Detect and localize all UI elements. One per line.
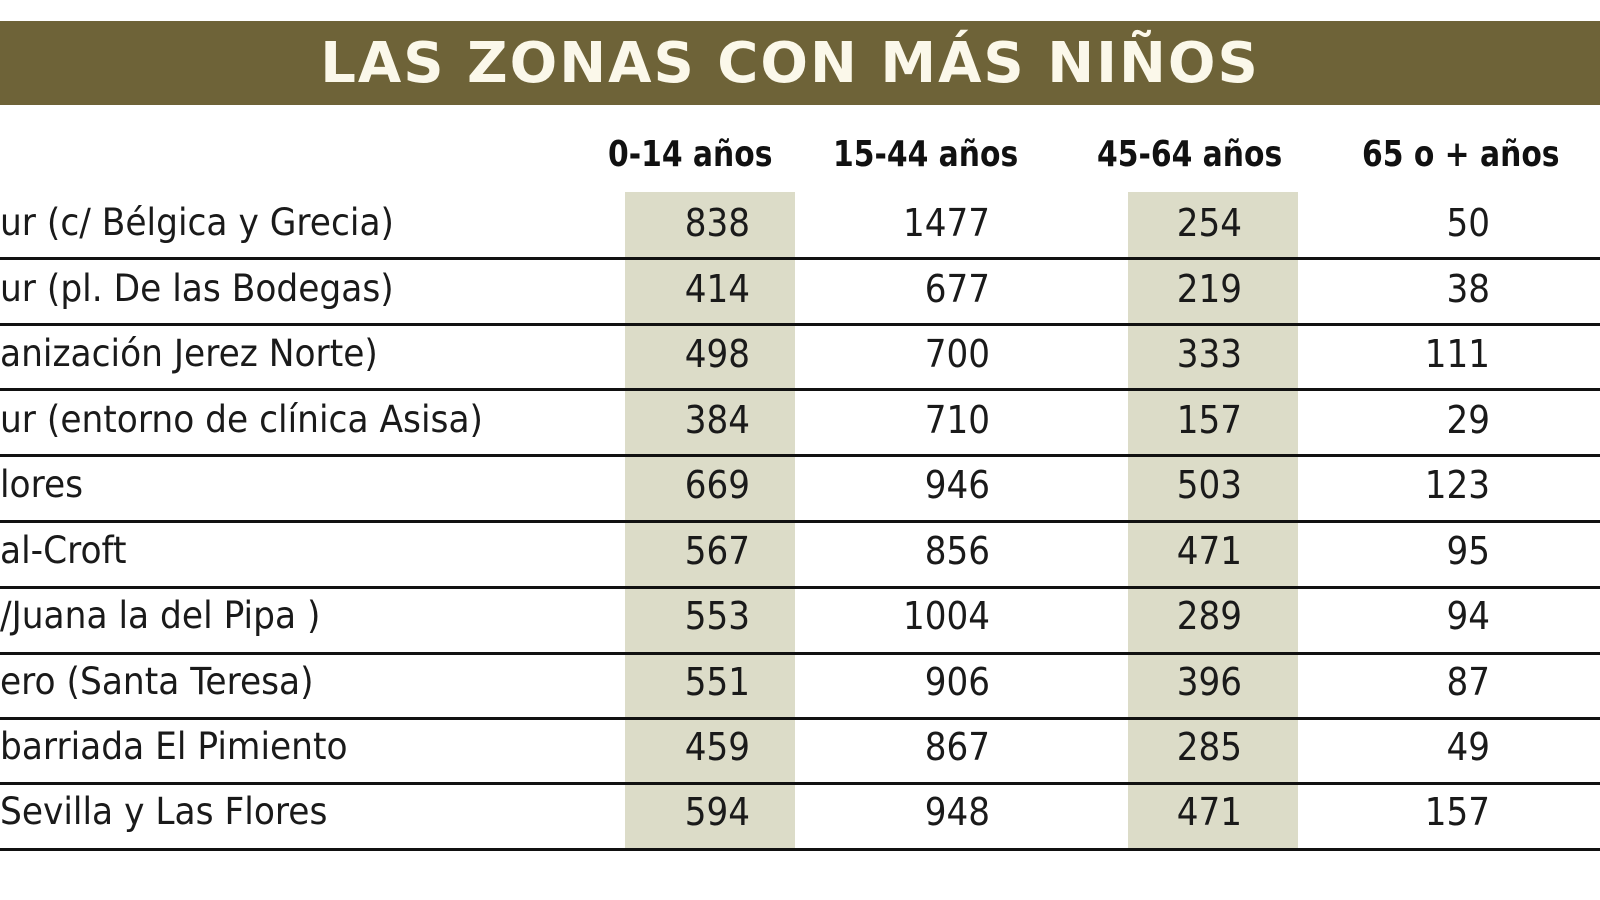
value-15-44: 1004 bbox=[902, 594, 990, 638]
table-row: lores 669 946 503 123 bbox=[0, 454, 1600, 520]
value-0-14: 551 bbox=[684, 660, 750, 704]
value-15-44: 677 bbox=[924, 267, 990, 311]
column-header-45-64: 45-64 años bbox=[1097, 134, 1283, 175]
zone-name: Sevilla y Las Flores bbox=[0, 790, 328, 833]
value-15-44: 700 bbox=[924, 332, 990, 376]
value-15-44: 710 bbox=[924, 398, 990, 442]
value-65-plus: 49 bbox=[1446, 725, 1490, 769]
zone-name: barriada El Pimiento bbox=[0, 725, 348, 768]
table-row: Sevilla y Las Flores 594 948 471 157 bbox=[0, 781, 1600, 847]
value-65-plus: 95 bbox=[1446, 529, 1490, 573]
value-65-plus: 111 bbox=[1424, 332, 1490, 376]
row-divider bbox=[0, 782, 1600, 785]
table-row: ero (Santa Teresa) 551 906 396 87 bbox=[0, 651, 1600, 717]
row-divider bbox=[0, 520, 1600, 523]
table-row: ur (c/ Bélgica y Grecia) 838 1477 254 50 bbox=[0, 192, 1600, 258]
value-45-64: 396 bbox=[1176, 660, 1242, 704]
value-65-plus: 50 bbox=[1446, 201, 1490, 245]
value-65-plus: 123 bbox=[1424, 463, 1490, 507]
value-65-plus: 87 bbox=[1446, 660, 1490, 704]
value-45-64: 289 bbox=[1176, 594, 1242, 638]
column-header-15-44: 15-44 años bbox=[833, 134, 1019, 175]
row-divider bbox=[0, 717, 1600, 720]
value-0-14: 459 bbox=[684, 725, 750, 769]
value-0-14: 553 bbox=[684, 594, 750, 638]
row-divider bbox=[0, 257, 1600, 260]
value-15-44: 948 bbox=[924, 790, 990, 834]
value-65-plus: 157 bbox=[1424, 790, 1490, 834]
zone-name: ur (c/ Bélgica y Grecia) bbox=[0, 201, 394, 244]
table-row: barriada El Pimiento 459 867 285 49 bbox=[0, 716, 1600, 782]
value-0-14: 384 bbox=[684, 398, 750, 442]
table-row: al-Croft 567 856 471 95 bbox=[0, 520, 1600, 586]
column-header-0-14: 0-14 años bbox=[608, 134, 773, 175]
table-row: ur (entorno de clínica Asisa) 384 710 15… bbox=[0, 389, 1600, 455]
value-0-14: 498 bbox=[684, 332, 750, 376]
row-divider bbox=[0, 388, 1600, 391]
row-divider bbox=[0, 323, 1600, 326]
value-15-44: 906 bbox=[924, 660, 990, 704]
zone-name: lores bbox=[0, 463, 84, 506]
zone-name: ero (Santa Teresa) bbox=[0, 660, 314, 703]
value-45-64: 471 bbox=[1176, 529, 1242, 573]
value-15-44: 867 bbox=[924, 725, 990, 769]
value-0-14: 414 bbox=[684, 267, 750, 311]
value-0-14: 594 bbox=[684, 790, 750, 834]
row-divider bbox=[0, 848, 1600, 851]
zone-name: /Juana la del Pipa ) bbox=[0, 594, 321, 637]
table-row: ur (pl. De las Bodegas) 414 677 219 38 bbox=[0, 258, 1600, 324]
table-title: LAS ZONAS CON MÁS NIÑOS bbox=[320, 30, 1260, 96]
row-divider bbox=[0, 454, 1600, 457]
value-45-64: 157 bbox=[1176, 398, 1242, 442]
value-45-64: 333 bbox=[1176, 332, 1242, 376]
value-0-14: 567 bbox=[684, 529, 750, 573]
value-0-14: 838 bbox=[684, 201, 750, 245]
value-0-14: 669 bbox=[684, 463, 750, 507]
title-bar: LAS ZONAS CON MÁS NIÑOS bbox=[0, 21, 1600, 105]
value-45-64: 503 bbox=[1176, 463, 1242, 507]
value-45-64: 254 bbox=[1176, 201, 1242, 245]
table-row: anización Jerez Norte) 498 700 333 111 bbox=[0, 323, 1600, 389]
column-header-65-plus: 65 o + años bbox=[1362, 134, 1560, 175]
row-divider bbox=[0, 586, 1600, 589]
value-15-44: 1477 bbox=[902, 201, 990, 245]
zone-name: ur (pl. De las Bodegas) bbox=[0, 267, 394, 310]
value-45-64: 219 bbox=[1176, 267, 1242, 311]
value-45-64: 471 bbox=[1176, 790, 1242, 834]
value-65-plus: 94 bbox=[1446, 594, 1490, 638]
value-65-plus: 29 bbox=[1446, 398, 1490, 442]
zone-name: ur (entorno de clínica Asisa) bbox=[0, 398, 483, 441]
row-divider bbox=[0, 652, 1600, 655]
value-15-44: 856 bbox=[924, 529, 990, 573]
value-65-plus: 38 bbox=[1446, 267, 1490, 311]
zone-name: anización Jerez Norte) bbox=[0, 332, 378, 375]
value-15-44: 946 bbox=[924, 463, 990, 507]
value-45-64: 285 bbox=[1176, 725, 1242, 769]
zone-name: al-Croft bbox=[0, 529, 127, 572]
table-row: /Juana la del Pipa ) 553 1004 289 94 bbox=[0, 585, 1600, 651]
